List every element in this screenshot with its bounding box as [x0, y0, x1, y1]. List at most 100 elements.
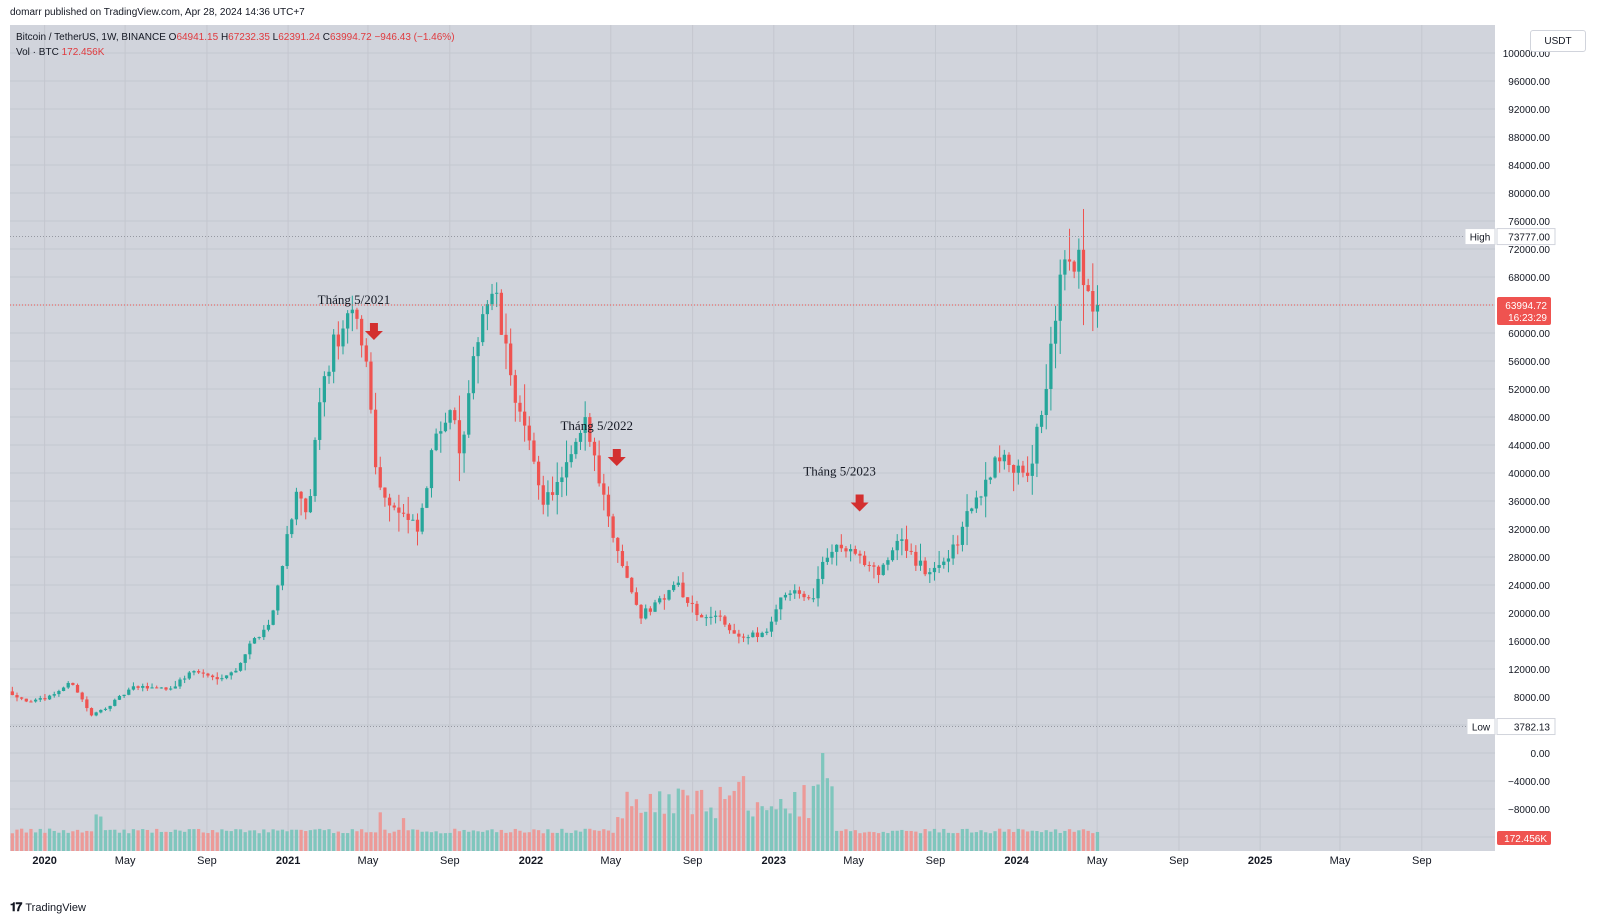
candle-body — [252, 638, 257, 644]
volume-bar — [61, 830, 66, 851]
candle-body — [779, 597, 783, 610]
footer-brand[interactable]: 𝟏𝟕 TradingView — [10, 900, 86, 915]
volume-bar — [38, 828, 42, 851]
volume-bar — [20, 828, 24, 851]
low-tag-label: Low — [1472, 723, 1491, 734]
y-tick-label: 88000.00 — [1508, 133, 1550, 144]
candle-body — [830, 551, 834, 558]
price-axis-area — [1495, 25, 1591, 851]
time-axis[interactable]: 2020 May Sep 2021 May Sep 2022 May Sep 2023 May Sep… — [32, 855, 1431, 867]
candle-body — [322, 376, 326, 403]
volume-bar — [313, 829, 317, 851]
candle-body — [751, 632, 755, 638]
candle-body — [341, 328, 345, 347]
candle-body — [66, 682, 70, 688]
volume-bar — [653, 812, 657, 851]
candle-body — [956, 544, 960, 546]
volume-bar — [346, 833, 350, 851]
x-tick-label: Sep — [1169, 855, 1189, 867]
candle-body — [1016, 465, 1020, 473]
volume-bar — [1091, 833, 1095, 851]
volume-bar — [24, 832, 28, 851]
candle-body — [61, 687, 66, 691]
volume-bar — [183, 831, 187, 851]
volume-bar — [592, 830, 597, 851]
candle-body — [304, 498, 308, 513]
candle-body — [38, 698, 42, 700]
volume-bar — [886, 833, 890, 851]
volume-bar — [821, 753, 825, 851]
candle-body — [606, 494, 611, 517]
volume-bar — [932, 828, 937, 851]
volume-bar — [816, 784, 820, 851]
volume-bar — [397, 829, 401, 851]
volume-bar — [238, 829, 243, 851]
candle-body — [47, 695, 52, 700]
candle-body — [346, 313, 350, 329]
volume-bar — [555, 832, 559, 851]
candle-body — [336, 334, 340, 347]
candle-body — [723, 616, 727, 625]
candle-body — [294, 491, 299, 520]
close-label: C — [322, 32, 330, 43]
candle-body — [224, 675, 229, 679]
candle-body — [662, 598, 666, 600]
candle-body — [238, 662, 243, 671]
candle-body — [555, 482, 559, 495]
y-tick-label: 72000.00 — [1508, 245, 1550, 256]
volume-bar — [229, 831, 233, 851]
volume-bar — [429, 832, 434, 851]
change-value: −946.43 (−1.46%) — [374, 32, 455, 43]
volume-bar — [1044, 830, 1048, 851]
candle-body — [308, 496, 313, 513]
candle-body — [541, 485, 545, 505]
volume-bar — [625, 791, 629, 851]
volume-bar — [951, 833, 955, 851]
candle-body — [164, 687, 168, 690]
candle-body — [75, 684, 80, 693]
candle-body — [904, 539, 909, 551]
volume-bar — [918, 833, 923, 851]
low-label: L — [272, 32, 279, 43]
x-tick-label: May — [1087, 855, 1108, 867]
candle-body — [811, 598, 816, 600]
volume-bar — [425, 831, 429, 851]
candle-body — [821, 561, 825, 579]
candle-body — [881, 564, 885, 575]
candle-body — [15, 695, 19, 698]
volume-bar — [751, 816, 755, 851]
candle-body — [583, 417, 587, 433]
volume-bar — [453, 828, 457, 851]
volume-bar — [71, 831, 75, 851]
volume-bar — [732, 790, 736, 851]
y-tick-label: 92000.00 — [1508, 105, 1550, 116]
candle-body — [318, 402, 322, 440]
low-tag-box — [1466, 718, 1496, 736]
volume-bar — [243, 832, 247, 851]
volume-bar — [560, 828, 564, 851]
candle-body — [397, 507, 401, 513]
volume-bar — [52, 830, 56, 851]
candle-body — [499, 292, 503, 335]
candle-body — [127, 689, 131, 695]
volume-bar — [457, 831, 462, 851]
volume-bar — [676, 788, 680, 851]
candle-body — [136, 686, 140, 688]
volume-bar — [476, 831, 480, 851]
candle-body — [94, 712, 98, 716]
volume-bar — [43, 832, 47, 851]
volume-bar — [686, 795, 690, 851]
candle-body — [886, 560, 890, 565]
volume-bar — [928, 831, 932, 851]
candle-body — [169, 688, 173, 690]
candle-body — [974, 497, 979, 509]
candle-body — [737, 633, 741, 637]
volume-bar — [271, 829, 275, 851]
high-value-box — [1496, 228, 1556, 246]
volume-bar — [159, 831, 163, 851]
candle-body — [672, 584, 676, 591]
volume-bar — [136, 830, 140, 851]
currency-button[interactable]: USDT — [1530, 30, 1586, 52]
